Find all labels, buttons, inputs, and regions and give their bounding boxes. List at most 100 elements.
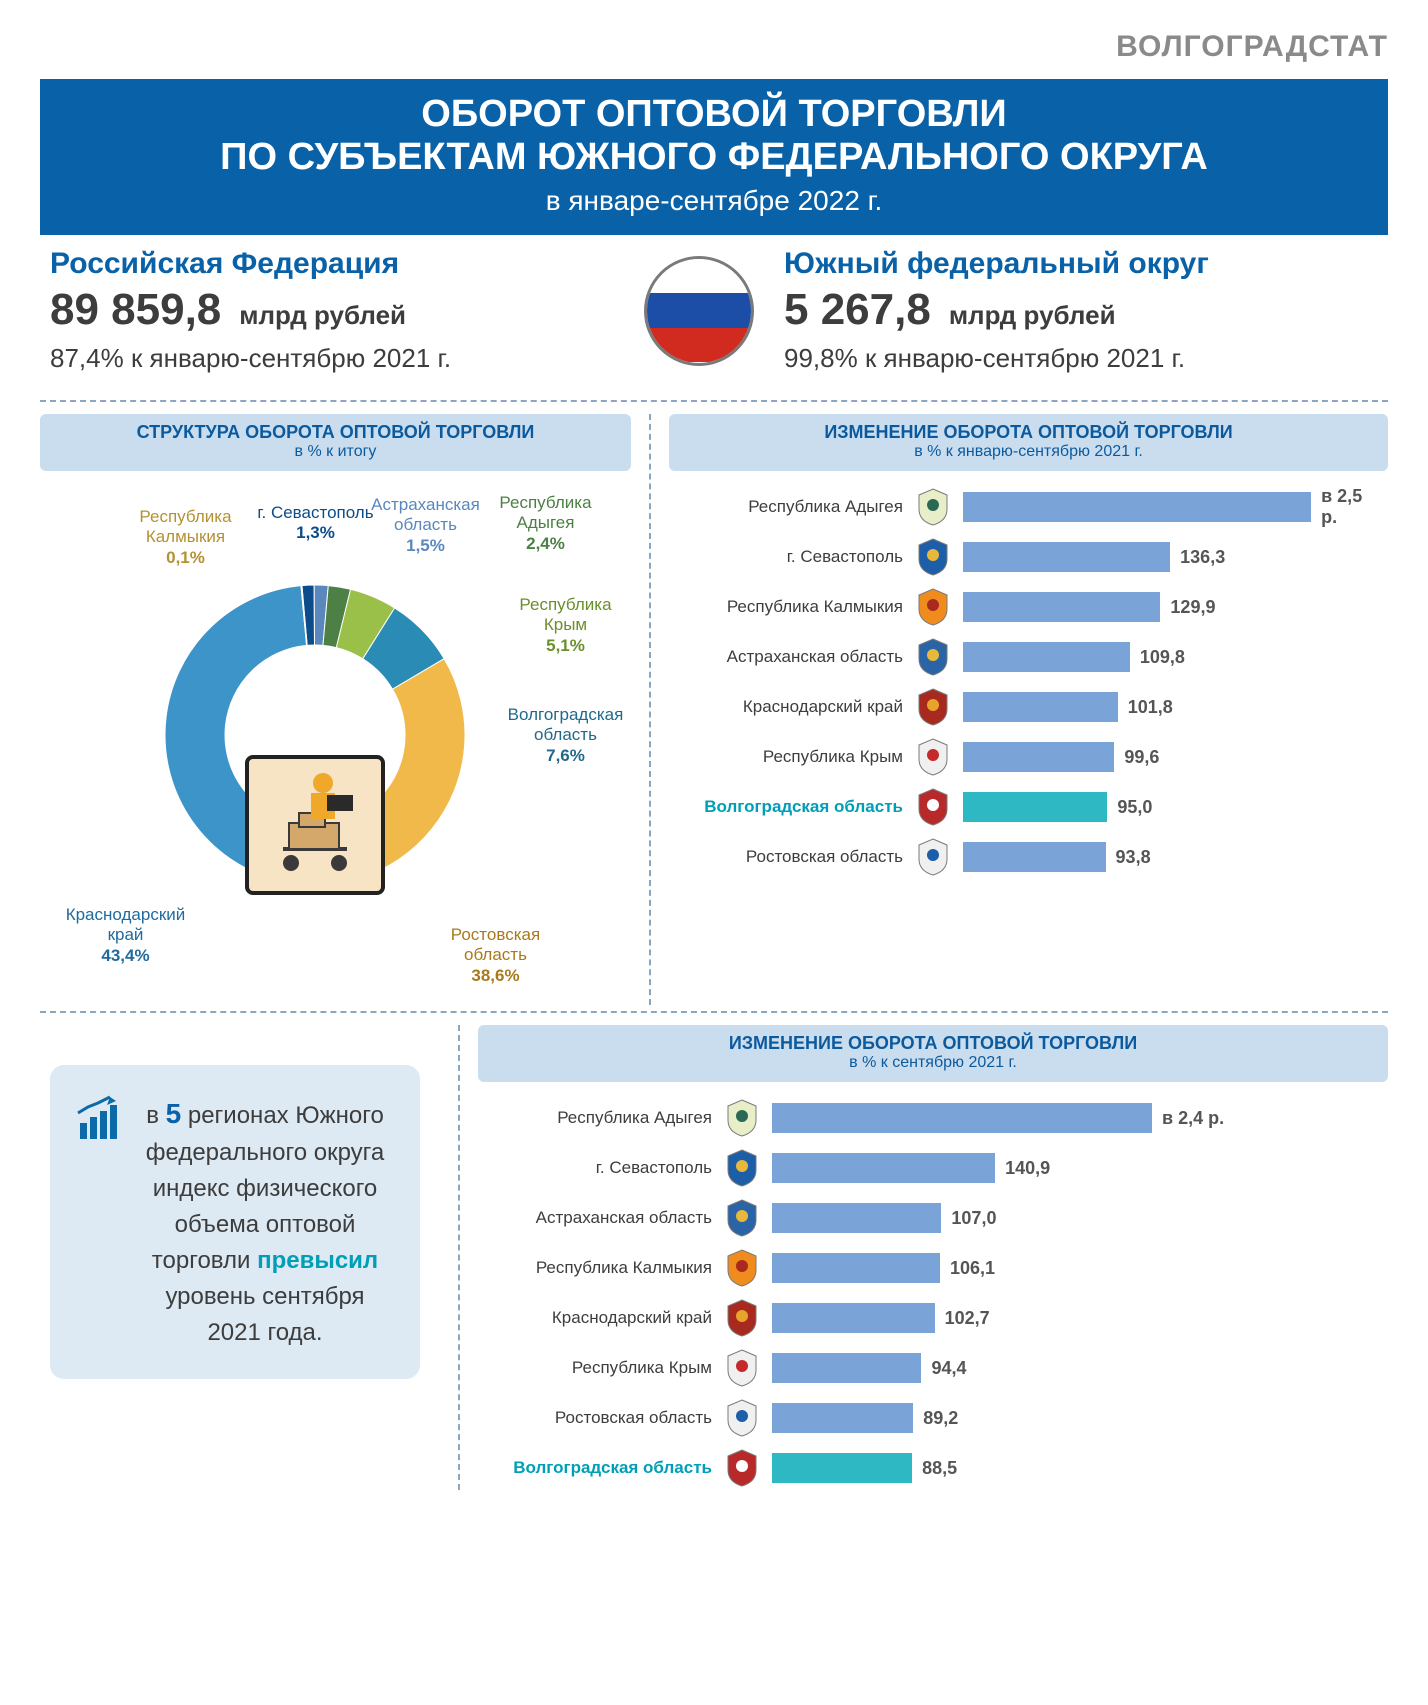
bars2-subtitle: в % к сентябрю 2021 г.: [490, 1054, 1376, 1072]
bar-value: 99,6: [1124, 747, 1159, 768]
bar-row: Республика Крым99,6: [673, 735, 1378, 779]
bar-label: Волгоградская область: [673, 797, 903, 817]
bars1-section: ИЗМЕНЕНИЕ ОБОРОТА ОПТОВОЙ ТОРГОВЛИ в % к…: [649, 414, 1388, 1005]
header-line3: в январе-сентябре 2022 г.: [60, 185, 1368, 217]
region-crest-icon: [911, 785, 955, 829]
callout-big: 5: [166, 1098, 182, 1129]
header-line1: ОБОРОТ ОПТОВОЙ ТОРГОВЛИ: [60, 93, 1368, 136]
bar-value: 136,3: [1180, 547, 1225, 568]
callout-hl: превысил: [257, 1247, 378, 1274]
donut-section: СТРУКТУРА ОБОРОТА ОПТОВОЙ ТОРГОВЛИ в % к…: [40, 414, 631, 1005]
divider: [40, 400, 1388, 402]
donut-slice-label: РеспубликаАдыгея2,4%: [475, 493, 615, 554]
bar-value: 89,2: [923, 1408, 958, 1429]
donut-subtitle: в % к итогу: [52, 443, 619, 461]
region-crest-icon: [911, 685, 955, 729]
bar-value: 95,0: [1117, 797, 1152, 818]
region-crest-icon: [720, 1196, 764, 1240]
bar-fill: [963, 542, 1170, 572]
bar-label: г. Севастополь: [482, 1158, 712, 1178]
bar-fill: [963, 592, 1160, 622]
bars2-title: ИЗМЕНЕНИЕ ОБОРОТА ОПТОВОЙ ТОРГОВЛИ: [490, 1033, 1376, 1054]
donut-title-box: СТРУКТУРА ОБОРОТА ОПТОВОЙ ТОРГОВЛИ в % к…: [40, 414, 631, 471]
summary-right-value: 5 267,8: [784, 285, 931, 335]
bar-row: Республика Калмыкия 129,9: [673, 585, 1378, 629]
bar-track: 99,6: [963, 742, 1378, 772]
donut-center-icon: [245, 755, 385, 895]
callout-text: в 5 регионах Южного федерального округа …: [140, 1093, 390, 1351]
summary-right: Южный федеральный округ 5 267,8 млрд руб…: [754, 247, 1378, 374]
bar-row: г. Севастополь 136,3: [673, 535, 1378, 579]
callout-box: в 5 регионах Южного федерального округа …: [50, 1065, 420, 1379]
bar-track: 136,3: [963, 542, 1378, 572]
bar-row: Ростовская область 93,8: [673, 835, 1378, 879]
bar-value: 101,8: [1128, 697, 1173, 718]
bar-label: Республика Калмыкия: [673, 597, 903, 617]
summary-left-unit: млрд рублей: [239, 300, 406, 331]
region-crest-icon: [720, 1296, 764, 1340]
bar-label: Ростовская область: [482, 1408, 712, 1428]
bar-label: г. Севастополь: [673, 547, 903, 567]
bar-fill: [772, 1153, 995, 1183]
bars1-title-box: ИЗМЕНЕНИЕ ОБОРОТА ОПТОВОЙ ТОРГОВЛИ в % к…: [669, 414, 1388, 471]
bar-row: Республика Калмыкия 106,1: [482, 1246, 1378, 1290]
bar-label: Ростовская область: [673, 847, 903, 867]
bar-fill: [772, 1103, 1152, 1133]
bar-label: Республика Крым: [482, 1358, 712, 1378]
bar-fill: [963, 692, 1118, 722]
donut-chart: г. Севастополь1,3%Астраханскаяобласть1,5…: [55, 485, 615, 1005]
region-crest-icon: [720, 1246, 764, 1290]
bar-value: 93,8: [1116, 847, 1151, 868]
region-crest-icon: [720, 1446, 764, 1490]
bars1-subtitle: в % к январю-сентябрю 2021 г.: [681, 443, 1376, 461]
bar-track: 88,5: [772, 1453, 1378, 1483]
bar-track: 106,1: [772, 1253, 1378, 1283]
bars2-section: ИЗМЕНЕНИЕ ОБОРОТА ОПТОВОЙ ТОРГОВЛИ в % к…: [458, 1025, 1388, 1490]
chart-up-icon: [72, 1093, 126, 1152]
region-crest-icon: [720, 1096, 764, 1140]
bar-value: в 2,5 р.: [1321, 486, 1378, 528]
bar-fill: [772, 1453, 912, 1483]
bar-row: Республика Адыгея в 2,4 р.: [482, 1096, 1378, 1140]
flag-icon: [644, 256, 754, 366]
bar-value: 140,9: [1005, 1158, 1050, 1179]
header-banner: ОБОРОТ ОПТОВОЙ ТОРГОВЛИ ПО СУБЪЕКТАМ ЮЖН…: [40, 79, 1388, 235]
bar-label: Республика Адыгея: [482, 1108, 712, 1128]
region-crest-icon: [911, 585, 955, 629]
summary-left-sub: 87,4% к январю-сентябрю 2021 г.: [50, 343, 644, 374]
divider-2: [40, 1011, 1388, 1013]
region-crest-icon: [911, 835, 955, 879]
bar-fill: [963, 492, 1311, 522]
summary-left-title: Российская Федерация: [50, 247, 644, 281]
region-crest-icon: [911, 535, 955, 579]
bar-track: 107,0: [772, 1203, 1378, 1233]
bar-label: Республика Калмыкия: [482, 1258, 712, 1278]
bar-fill: [963, 792, 1107, 822]
bar-fill: [772, 1403, 913, 1433]
bar-fill: [963, 842, 1106, 872]
bar-value: 129,9: [1170, 597, 1215, 618]
bars2-chart: Республика Адыгея в 2,4 р. г. Севастополь 1…: [478, 1096, 1388, 1490]
bar-value: в 2,4 р.: [1162, 1108, 1224, 1129]
bar-value: 102,7: [945, 1308, 990, 1329]
bar-label: Астраханская область: [482, 1208, 712, 1228]
bar-track: в 2,5 р.: [963, 486, 1378, 528]
callout-post: уровень сентября 2021 года.: [165, 1283, 364, 1346]
bar-value: 94,4: [931, 1358, 966, 1379]
bar-track: 129,9: [963, 592, 1378, 622]
bar-label: Краснодарский край: [482, 1308, 712, 1328]
region-crest-icon: [720, 1146, 764, 1190]
bar-row: Астраханская область 107,0: [482, 1196, 1378, 1240]
region-crest-icon: [911, 635, 955, 679]
bar-fill: [772, 1253, 940, 1283]
bar-track: 93,8: [963, 842, 1378, 872]
bar-fill: [772, 1353, 921, 1383]
region-crest-icon: [911, 735, 955, 779]
bar-track: в 2,4 р.: [772, 1103, 1378, 1133]
bar-row: Астраханская область109,8: [673, 635, 1378, 679]
bar-label: Республика Адыгея: [673, 497, 903, 517]
summary-right-unit: млрд рублей: [949, 300, 1116, 331]
summary-right-sub: 99,8% к январю-сентябрю 2021 г.: [784, 343, 1378, 374]
org-name: ВОЛГОГРАДСТАТ: [40, 20, 1388, 79]
bar-fill: [963, 742, 1114, 772]
